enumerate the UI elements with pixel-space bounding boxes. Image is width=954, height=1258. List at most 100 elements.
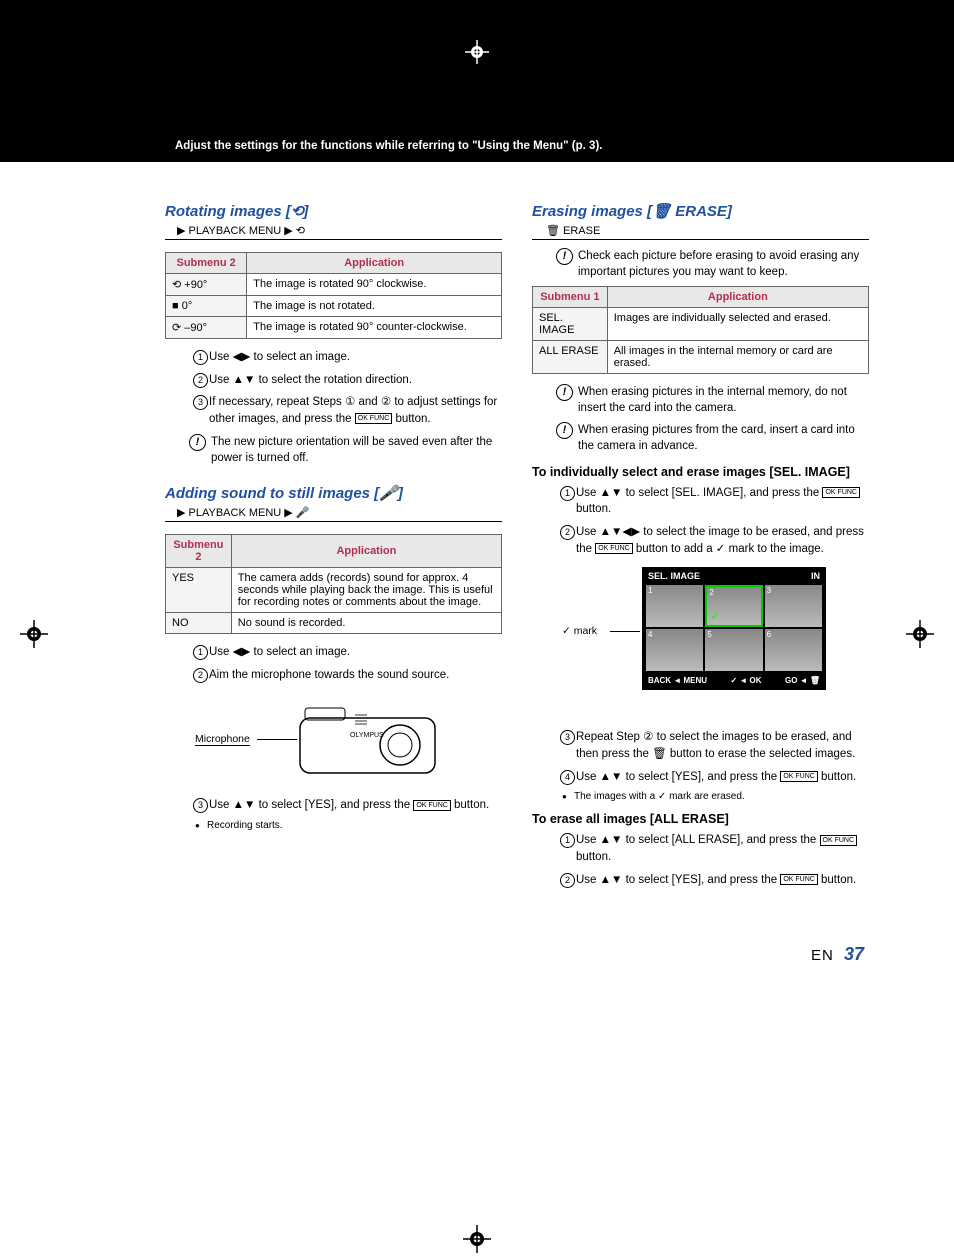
header-band: Adjust the settings for the functions wh…: [0, 0, 954, 162]
all-erase-steps: 1Use ▲▼ to select [ALL ERASE], and press…: [532, 832, 869, 888]
sel-steps-34: 3Repeat Step ② to select the images to b…: [532, 729, 869, 785]
table-cell: NO: [166, 612, 232, 633]
table-cell: ⟲ +90°: [166, 274, 247, 296]
step-text: Use ▲▼ to select [YES], and press the: [209, 799, 413, 811]
sel-image-heading: To individually select and erase images …: [532, 465, 869, 479]
note-text: The new picture orientation will be save…: [211, 436, 492, 464]
erase-note2: ! When erasing pictures in the internal …: [556, 384, 869, 416]
caution-icon: !: [189, 434, 206, 451]
rotating-table: Submenu 2 Application ⟲ +90° The image i…: [165, 252, 502, 339]
step-text: Use ▲▼ to select [SEL. IMAGE], and press…: [576, 487, 822, 499]
table-cell: The image is rotated 90° clockwise.: [247, 274, 502, 296]
ok-func-button-icon: OK FUNC: [355, 413, 393, 424]
thumbnail: 5: [705, 629, 762, 671]
table-header: Submenu 2: [166, 534, 232, 567]
table-cell: YES: [166, 567, 232, 612]
caution-icon: !: [556, 384, 573, 401]
rotating-note: ! The new picture orientation will be sa…: [189, 434, 502, 466]
left-column: Rotating images [⟲] ▶ PLAYBACK MENU ▶ ⟲ …: [165, 202, 502, 894]
note-text: When erasing pictures from the card, ins…: [578, 424, 855, 452]
thumbnail-grid: 1 2✓ 3 4 5 6: [644, 583, 824, 673]
screen-title-text: SEL. IMAGE: [648, 571, 700, 581]
screen-footer: BACK ◄ MENU ✓ ◄ OK GO ◄ 🗑: [644, 673, 824, 688]
thumbnail: 6: [765, 629, 822, 671]
ok-func-button-icon: OK FUNC: [780, 771, 818, 782]
svg-text:OLYMPUS: OLYMPUS: [350, 732, 384, 739]
rotating-breadcrumb: ▶ PLAYBACK MENU ▶ ⟲: [165, 224, 502, 240]
erasing-title: Erasing images [🗑 ERASE]: [532, 202, 869, 220]
sound-steps: 1Use ◀▶ to select an image. 2Aim the mic…: [165, 644, 502, 683]
table-cell: ALL ERASE: [533, 341, 608, 374]
sel-steps: 1Use ▲▼ to select [SEL. IMAGE], and pres…: [532, 485, 869, 558]
step-suffix: button.: [451, 799, 489, 811]
sel-image-figure: ✓ mark SEL. IMAGE IN 1 2✓ 3 4 5 6 BACK ◄…: [562, 567, 869, 717]
note-text: When erasing pictures in the internal me…: [578, 386, 847, 414]
step-text: Use ▲▼ to select [YES], and press the: [576, 771, 780, 783]
erase-note3: ! When erasing pictures from the card, i…: [556, 422, 869, 454]
ok-func-button-icon: OK FUNC: [780, 874, 818, 885]
step-text: Use ▲▼ to select [YES], and press the: [576, 874, 780, 886]
table-header: Application: [607, 287, 868, 308]
table-header: Submenu 1: [533, 287, 608, 308]
screen-ok: ✓ ◄ OK: [730, 676, 761, 685]
table-header: Submenu 2: [166, 253, 247, 274]
footer-lang: EN: [811, 947, 834, 964]
footer-page: 37: [844, 944, 864, 964]
erasing-breadcrumb: 🗑 ERASE: [532, 224, 869, 240]
header-instruction: Adjust the settings for the functions wh…: [175, 140, 602, 152]
step-text: If necessary, repeat Steps ① and ② to ad…: [209, 396, 497, 425]
thumbnail: 4: [646, 629, 703, 671]
step-text: Use ▲▼ to select the rotation direction.: [209, 374, 412, 386]
table-cell: ⟳ –90°: [166, 317, 247, 339]
ok-func-button-icon: OK FUNC: [820, 835, 858, 846]
registration-mark-icon: [465, 40, 489, 64]
table-cell: ■ 0°: [166, 296, 247, 317]
camera-figure: Microphone OLYMPUS: [195, 695, 502, 785]
table-cell: Images are individually selected and era…: [607, 308, 868, 341]
registration-mark-icon: [906, 620, 934, 648]
table-header: Application: [231, 534, 501, 567]
step-suffix: button.: [576, 503, 611, 515]
step-text: Repeat Step ② to select the images to be…: [576, 731, 855, 760]
rotating-steps: 1Use ◀▶ to select an image. 2Use ▲▼ to s…: [165, 349, 502, 428]
step-text: Use ▲▼ to select [ALL ERASE], and press …: [576, 834, 820, 846]
page-body: Rotating images [⟲] ▶ PLAYBACK MENU ▶ ⟲ …: [0, 162, 954, 924]
camera-screen: SEL. IMAGE IN 1 2✓ 3 4 5 6 BACK ◄ MENU ✓…: [642, 567, 826, 690]
erased-bullet: The images with a ✓ mark are erased.: [532, 791, 869, 802]
step-text: Use ◀▶ to select an image.: [209, 351, 350, 363]
table-header: Application: [247, 253, 502, 274]
table-cell: The image is rotated 90° counter-clockwi…: [247, 317, 502, 339]
screen-back: BACK ◄ MENU: [648, 676, 707, 685]
leader-line: [257, 739, 297, 740]
step-suffix: button.: [818, 771, 856, 783]
caution-icon: !: [556, 248, 573, 265]
step-suffix: button.: [576, 851, 611, 863]
all-erase-heading: To erase all images [ALL ERASE]: [532, 812, 869, 826]
registration-mark-icon: [20, 620, 48, 648]
registration-mark-icon: [463, 1225, 491, 1253]
ok-func-button-icon: OK FUNC: [413, 800, 451, 811]
rotating-title: Rotating images [⟲]: [165, 202, 502, 220]
caution-icon: !: [556, 422, 573, 439]
screen-in-badge: IN: [811, 571, 820, 581]
table-cell: All images in the internal memory or car…: [607, 341, 868, 374]
sound-title: Adding sound to still images [🎤]: [165, 484, 502, 502]
step-text: Use ◀▶ to select an image.: [209, 646, 350, 658]
recording-bullet: Recording starts.: [165, 820, 502, 831]
screen-titlebar: SEL. IMAGE IN: [644, 569, 824, 583]
thumbnail-selected: 2✓: [705, 585, 762, 627]
step-suffix: button.: [818, 874, 856, 886]
sound-step3: 3Use ▲▼ to select [YES], and press the O…: [165, 797, 502, 814]
page-footer: EN 37: [0, 924, 954, 1005]
erase-table: Submenu 1 Application SEL. IMAGE Images …: [532, 286, 869, 374]
note-text: Check each picture before erasing to avo…: [578, 250, 859, 278]
right-column: Erasing images [🗑 ERASE] 🗑 ERASE ! Check…: [532, 202, 869, 894]
step-text: Aim the microphone towards the sound sou…: [209, 669, 449, 681]
table-cell: The image is not rotated.: [247, 296, 502, 317]
sound-table: Submenu 2 Application YES The camera add…: [165, 534, 502, 634]
step-suffix: button.: [392, 413, 430, 425]
camera-icon: OLYMPUS: [295, 703, 445, 783]
thumbnail: 3: [765, 585, 822, 627]
table-cell: The camera adds (records) sound for appr…: [231, 567, 501, 612]
screen-go: GO ◄ 🗑: [785, 676, 820, 685]
